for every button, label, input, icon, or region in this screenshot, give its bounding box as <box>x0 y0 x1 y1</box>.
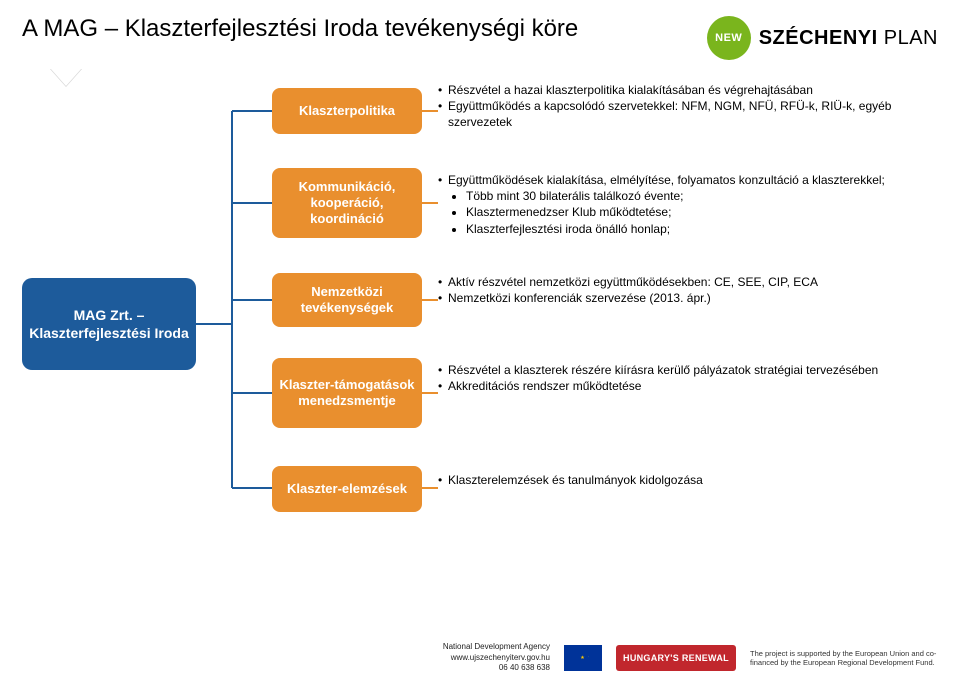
footer-cofinance: The project is supported by the European… <box>750 649 950 668</box>
hungarys-renewal-badge: HUNGARY'S RENEWAL <box>616 645 736 671</box>
footer: National Development Agency www.ujszeche… <box>0 620 960 696</box>
category-kommunikacio: Kommunikáció, kooperáció, koordináció <box>272 168 422 238</box>
activity-diagram: MAG Zrt. – Klaszterfejlesztési Iroda Kla… <box>22 88 938 558</box>
eu-flag-icon: ★ ★ ★ <box>564 645 602 671</box>
logo-text-thin: PLAN <box>884 27 938 49</box>
category-nemzetkozi: Nemzetközi tevékenységek <box>272 273 422 327</box>
page-title: A MAG – Klaszterfejlesztési Iroda tevéke… <box>22 14 695 44</box>
category-elemzesek: Klaszter-elemzések <box>272 466 422 512</box>
desc-tamogatasok: •Részvétel a klaszterek részére kiírásra… <box>438 362 938 394</box>
root-node: MAG Zrt. – Klaszterfejlesztési Iroda <box>22 278 196 370</box>
new-badge-icon: NEW <box>707 16 751 60</box>
szechenyi-logo: NEW SZÉCHENYI PLAN <box>707 16 938 60</box>
speech-tail-icon <box>50 68 82 86</box>
desc-nemzetkozi: •Aktív részvétel nemzetközi együttműködé… <box>438 274 938 306</box>
footer-nda: National Development Agency www.ujszeche… <box>443 642 550 673</box>
logo-text-bold: SZÉCHENYI <box>759 27 878 49</box>
category-tamogatasok: Klaszter-támogatások menedzsmentje <box>272 358 422 428</box>
desc-elemzesek: •Klaszterelemzések és tanulmányok kidolg… <box>438 472 938 488</box>
desc-klaszterpolitika: •Részvétel a hazai klaszterpolitika kial… <box>438 82 938 131</box>
desc-kommunikacio: •Együttműködések kialakítása, elmélyítés… <box>438 172 938 237</box>
category-klaszterpolitika: Klaszterpolitika <box>272 88 422 134</box>
